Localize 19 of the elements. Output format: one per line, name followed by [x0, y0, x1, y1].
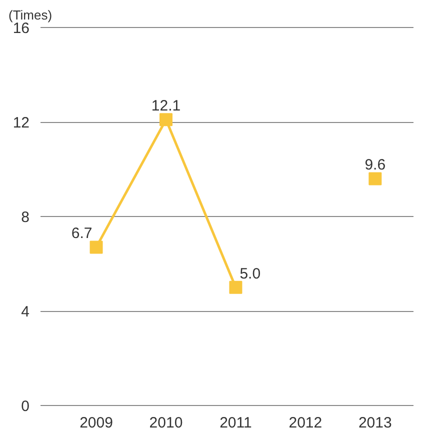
data-label: 5.0 [240, 265, 261, 282]
data-label: 9.6 [364, 156, 386, 174]
data-label: 12.1 [151, 98, 181, 115]
point [229, 280, 242, 294]
data-label: 6.7 [71, 225, 92, 242]
y-tick-label: 12 [12, 114, 30, 132]
point [368, 172, 382, 186]
x-tick-label: 2012 [288, 414, 322, 432]
y-axis-title: (Times) [8, 8, 52, 22]
point [159, 113, 172, 126]
x-tick-label: 2009 [80, 414, 113, 432]
y-tick-label: 16 [12, 20, 30, 37]
y-tick-label: 0 [21, 398, 30, 415]
x-tick-label: 2013 [358, 414, 392, 432]
y-tick-label: 4 [21, 304, 30, 320]
point [90, 240, 103, 254]
x-tick-label: 2010 [149, 414, 183, 432]
x-tick-label: 2011 [220, 414, 252, 432]
y-tick-label: 8 [21, 209, 30, 226]
